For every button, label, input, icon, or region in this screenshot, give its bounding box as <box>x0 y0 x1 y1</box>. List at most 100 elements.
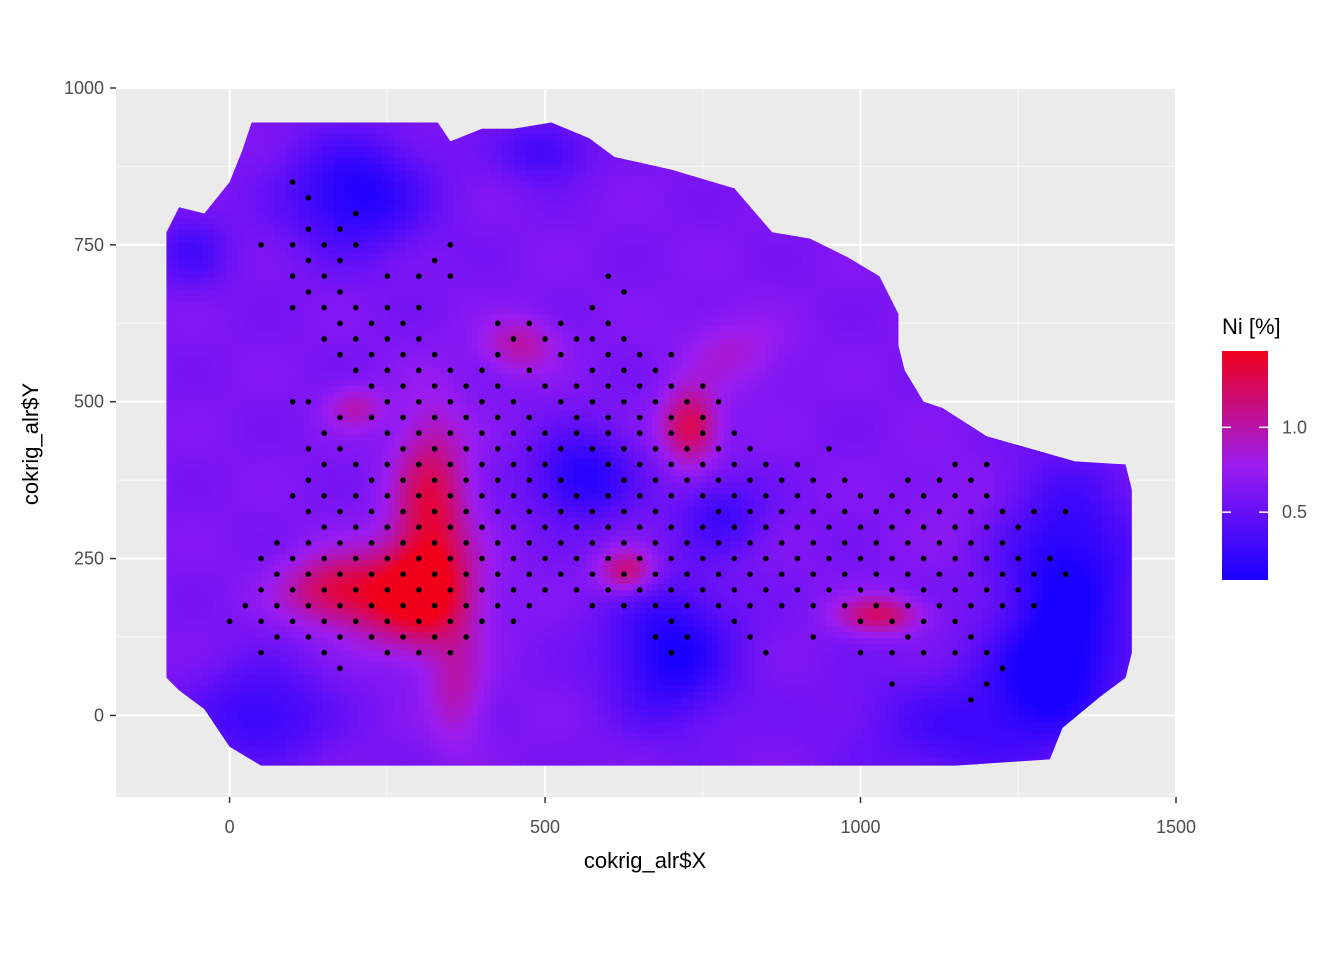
surface-cell <box>628 170 635 177</box>
surface-cell <box>730 260 737 267</box>
surface-cell <box>670 278 677 285</box>
surface-cell <box>286 278 293 285</box>
surface-cell <box>598 176 605 183</box>
surface-cell <box>448 278 455 285</box>
surface-cell <box>316 284 323 291</box>
surface-cell <box>586 140 593 147</box>
surface-cell <box>616 194 623 201</box>
surface-cell <box>376 152 383 159</box>
surface-cell <box>604 170 611 177</box>
surface-cell <box>832 248 839 255</box>
surface-cell <box>352 158 359 165</box>
surface-cell <box>256 272 263 279</box>
surface-cell <box>526 194 533 201</box>
surface-cell <box>508 266 515 273</box>
surface-cell <box>298 224 305 231</box>
surface-cell <box>292 290 299 297</box>
surface-cell <box>262 236 269 243</box>
surface-cell <box>616 158 623 165</box>
surface-cell <box>514 194 521 201</box>
surface-cell <box>208 242 215 249</box>
surface-cell <box>520 164 527 171</box>
surface-cell <box>748 248 755 255</box>
surface-cell <box>754 230 761 237</box>
surface-cell <box>442 260 449 267</box>
surface-cell <box>634 278 641 285</box>
surface-cell <box>772 242 779 249</box>
surface-cell <box>298 242 305 249</box>
surface-cell <box>328 152 335 159</box>
surface-cell <box>478 152 485 159</box>
surface-cell <box>652 230 659 237</box>
surface-cell <box>490 224 497 231</box>
surface-cell <box>556 284 563 291</box>
surface-cell <box>538 164 545 171</box>
surface-cell <box>214 290 221 297</box>
surface-cell <box>448 206 455 213</box>
surface-cell <box>328 254 335 261</box>
surface-cell <box>670 182 677 189</box>
surface-cell <box>346 266 353 273</box>
surface-cell <box>220 194 227 201</box>
surface-cell <box>544 224 551 231</box>
surface-cell <box>592 242 599 249</box>
surface-cell <box>376 134 383 141</box>
surface-cell <box>304 254 311 261</box>
surface-cell <box>550 164 557 171</box>
surface-cell <box>820 260 827 267</box>
surface-cell <box>220 260 227 267</box>
surface-cell <box>346 134 353 141</box>
surface-cell <box>874 278 881 285</box>
surface-cell <box>742 230 749 237</box>
surface-cell <box>622 158 629 165</box>
surface-cell <box>592 260 599 267</box>
surface-cell <box>214 206 221 213</box>
surface-cell <box>262 122 269 129</box>
surface-cell <box>676 236 683 243</box>
surface-cell <box>418 260 425 267</box>
surface-cell <box>436 134 443 141</box>
surface-cell <box>370 134 377 141</box>
surface-cell <box>838 290 845 297</box>
surface-cell <box>406 200 413 207</box>
surface-cell <box>328 140 335 147</box>
surface-cell <box>226 242 233 249</box>
surface-cell <box>250 248 257 255</box>
surface-cell <box>424 134 431 141</box>
surface-cell <box>328 122 335 129</box>
surface-cell <box>436 266 443 273</box>
surface-cell <box>244 260 251 267</box>
surface-cell <box>676 194 683 201</box>
surface-cell <box>724 278 731 285</box>
surface-cell <box>574 230 581 237</box>
surface-cell <box>484 188 491 195</box>
surface-cell <box>400 140 407 147</box>
surface-cell <box>394 230 401 237</box>
surface-cell <box>586 266 593 273</box>
surface-cell <box>262 200 269 207</box>
surface-cell <box>232 236 239 243</box>
surface-cell <box>268 206 275 213</box>
surface-cell <box>562 290 569 297</box>
surface-cell <box>418 278 425 285</box>
surface-cell <box>790 284 797 291</box>
surface-cell <box>712 206 719 213</box>
surface-cell <box>544 242 551 249</box>
surface-cell <box>670 176 677 183</box>
surface-cell <box>346 242 353 249</box>
surface-cell <box>406 212 413 219</box>
surface-cell <box>526 200 533 207</box>
surface-cell <box>238 254 245 261</box>
surface-cell <box>640 248 647 255</box>
surface-cell <box>586 194 593 201</box>
surface-cell <box>610 260 617 267</box>
surface-cell <box>496 224 503 231</box>
surface-cell <box>490 218 497 225</box>
surface-cell <box>400 134 407 141</box>
surface-cell <box>604 284 611 291</box>
surface-cell <box>334 248 341 255</box>
surface-cell <box>682 218 689 225</box>
surface-cell <box>808 248 815 255</box>
surface-cell <box>772 254 779 261</box>
surface-cell <box>244 194 251 201</box>
